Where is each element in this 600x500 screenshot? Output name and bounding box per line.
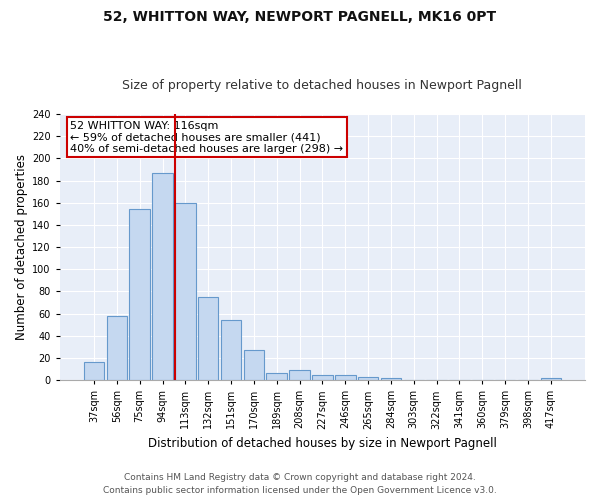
Bar [175,202,196,380]
Title: Size of property relative to detached houses in Newport Pagnell: Size of property relative to detached ho… [122,79,523,92]
Bar [198,297,218,380]
Bar [130,210,150,380]
Text: 52, WHITTON WAY, NEWPORT PAGNELL, MK16 0PT: 52, WHITTON WAY, NEWPORT PAGNELL, MK16 0… [103,10,497,24]
Bar [221,320,241,380]
Bar [335,374,356,380]
Bar [266,374,287,380]
Bar [152,173,173,380]
X-axis label: Distribution of detached houses by size in Newport Pagnell: Distribution of detached houses by size … [148,437,497,450]
Y-axis label: Number of detached properties: Number of detached properties [15,154,28,340]
Bar [244,350,264,380]
Bar [358,377,379,380]
Bar [289,370,310,380]
Bar [380,378,401,380]
Bar [107,316,127,380]
Text: 52 WHITTON WAY: 116sqm
← 59% of detached houses are smaller (441)
40% of semi-de: 52 WHITTON WAY: 116sqm ← 59% of detached… [70,120,343,154]
Bar [312,374,332,380]
Bar [83,362,104,380]
Text: Contains HM Land Registry data © Crown copyright and database right 2024.
Contai: Contains HM Land Registry data © Crown c… [103,474,497,495]
Bar [541,378,561,380]
